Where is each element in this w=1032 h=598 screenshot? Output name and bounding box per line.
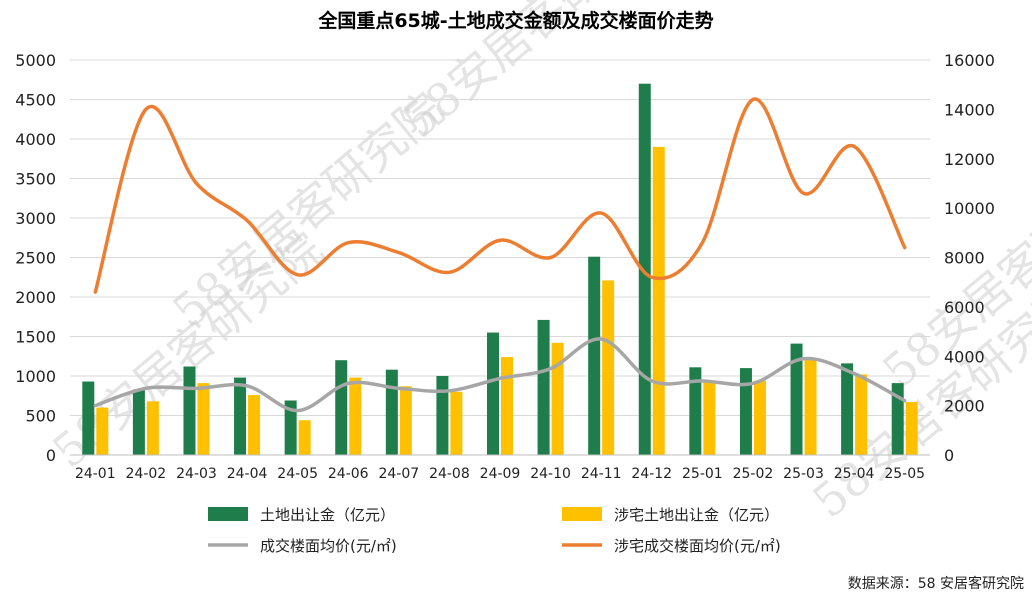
legend-label: 涉宅成交楼面均价(元/㎡) <box>614 537 781 555</box>
x-tick-label: 24-10 <box>530 466 571 482</box>
bar <box>234 377 247 455</box>
series-line <box>93 97 907 294</box>
legend-label: 涉宅土地出让金（亿元） <box>614 506 779 524</box>
x-tick-label: 24-09 <box>480 466 521 482</box>
bar <box>197 383 210 455</box>
bar <box>82 381 95 455</box>
legend-label: 土地出让金（亿元） <box>260 506 395 524</box>
x-axis: 24-01 24-02 24-03 24-04 24-05 24-06 24-07 24-08… <box>70 454 930 482</box>
bars-layer <box>82 83 918 455</box>
bar <box>487 332 499 455</box>
lines-layer <box>93 97 907 413</box>
bar <box>602 280 615 455</box>
y-axis-right: 0 2000 4000 6000 8000 10000 12000 14000 16000 <box>944 51 995 465</box>
series-line <box>93 337 907 413</box>
bar <box>841 363 854 455</box>
bar <box>399 386 412 455</box>
y-axis-left: 0 500 1000 1500 2000 2500 3000 3500 4000 4500 5000 <box>15 51 56 465</box>
bar <box>753 380 766 455</box>
y-right-tick-label: 16000 <box>944 51 995 70</box>
y-right-tick-label: 4000 <box>944 347 985 366</box>
bar <box>804 358 817 455</box>
y-left-tick-label: 1500 <box>15 328 56 347</box>
y-left-tick-label: 3500 <box>15 170 56 189</box>
y-left-tick-label: 2500 <box>15 249 56 268</box>
bar <box>551 342 564 455</box>
x-tick-label: 24-02 <box>126 466 167 482</box>
x-tick-label: 25-01 <box>682 466 723 482</box>
x-tick-label: 24-12 <box>631 466 672 482</box>
bar <box>739 368 752 455</box>
bar <box>790 343 803 455</box>
y-right-tick-label: 0 <box>944 446 954 465</box>
bar <box>96 407 109 455</box>
bar <box>450 391 463 455</box>
bar <box>183 366 196 455</box>
x-tick-label: 25-02 <box>733 466 774 482</box>
x-tick-label: 24-06 <box>328 466 369 482</box>
bar <box>298 420 311 455</box>
bar <box>349 377 362 455</box>
y-left-tick-label: 500 <box>25 407 56 426</box>
y-left-tick-label: 3000 <box>15 209 56 228</box>
bar <box>146 401 159 455</box>
x-tick-label: 25-04 <box>834 466 875 482</box>
legend-label: 成交楼面均价(元/㎡) <box>260 537 397 555</box>
bar <box>501 357 513 455</box>
bar <box>855 374 868 455</box>
bar <box>436 376 449 455</box>
y-right-tick-label: 14000 <box>944 100 995 119</box>
bar <box>638 83 651 455</box>
x-tick-label: 25-03 <box>783 466 824 482</box>
watermark-text: 58安居客研究院 <box>162 82 453 338</box>
bar <box>652 146 665 455</box>
bar <box>689 367 702 455</box>
y-right-tick-label: 8000 <box>944 249 985 268</box>
x-tick-label: 24-04 <box>227 466 268 482</box>
y-right-tick-label: 12000 <box>944 150 995 169</box>
y-left-tick-label: 0 <box>46 446 56 465</box>
x-tick-label: 25-05 <box>884 466 925 482</box>
x-tick-label: 24-07 <box>378 466 419 482</box>
chart-title: 全国重点65城-土地成交金额及成交楼面价走势 <box>317 9 713 32</box>
legend: 土地出让金（亿元） 涉宅土地出让金（亿元） 成交楼面均价(元/㎡) 涉宅成交楼面均价(… <box>208 506 781 555</box>
grid-lines <box>70 59 930 456</box>
legend-swatch <box>208 507 248 521</box>
bar <box>385 369 398 455</box>
y-left-tick-label: 5000 <box>15 51 56 70</box>
x-tick-label: 24-03 <box>176 466 217 482</box>
y-left-tick-label: 4500 <box>15 91 56 110</box>
bar <box>132 389 145 455</box>
y-right-tick-label: 6000 <box>944 298 985 317</box>
y-left-tick-label: 4000 <box>15 130 56 149</box>
legend-swatch <box>562 507 602 521</box>
y-right-tick-label: 2000 <box>944 397 985 416</box>
x-tick-label: 24-11 <box>581 466 622 482</box>
bar <box>703 380 716 455</box>
x-tick-label: 24-08 <box>429 466 470 482</box>
y-left-tick-label: 1000 <box>15 367 56 386</box>
x-tick-label: 24-05 <box>277 466 318 482</box>
source-note: 数据来源：58 安居客研究院 <box>848 575 1024 592</box>
bar <box>891 383 904 455</box>
x-tick-label: 24-01 <box>75 466 116 482</box>
bar <box>335 360 348 455</box>
y-left-tick-label: 2000 <box>15 288 56 307</box>
bar <box>588 256 601 455</box>
y-right-tick-label: 10000 <box>944 199 995 218</box>
bar <box>537 319 550 455</box>
bar <box>905 402 918 455</box>
bar <box>248 394 261 455</box>
bar <box>284 400 297 455</box>
